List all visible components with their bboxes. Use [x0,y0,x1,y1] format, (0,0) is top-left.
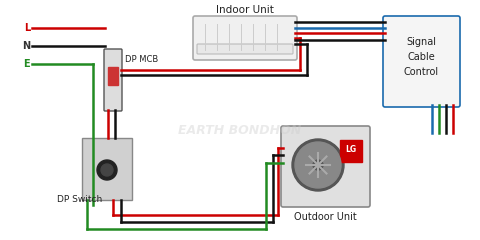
FancyBboxPatch shape [193,16,297,60]
Circle shape [97,160,117,180]
Circle shape [313,160,323,170]
Bar [340,140,362,162]
FancyBboxPatch shape [197,44,293,54]
FancyBboxPatch shape [383,16,460,107]
Bar [108,67,118,85]
Circle shape [101,164,113,176]
Text: Indoor Unit: Indoor Unit [216,5,274,15]
FancyBboxPatch shape [281,126,370,207]
Circle shape [295,142,341,188]
Text: EARTH BONDHON: EARTH BONDHON [179,124,301,137]
Bar [82,138,132,200]
FancyBboxPatch shape [104,49,122,111]
Text: Signal
Cable
Control: Signal Cable Control [403,37,439,77]
Text: Outdoor Unit: Outdoor Unit [294,212,356,222]
Text: E: E [24,59,30,69]
Text: DP MCB: DP MCB [125,55,158,65]
Text: N: N [22,41,30,51]
Circle shape [292,139,344,191]
Text: L: L [24,23,30,33]
Text: DP Switch: DP Switch [57,195,102,204]
Text: LG: LG [346,145,357,155]
